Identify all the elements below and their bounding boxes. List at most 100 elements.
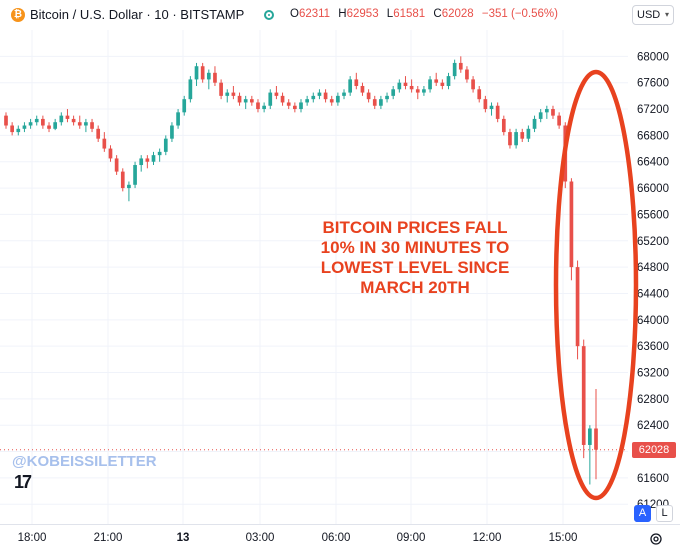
candle-body <box>501 118 506 133</box>
candle-body <box>483 99 488 110</box>
log-scale-button[interactable]: L <box>656 505 673 522</box>
time-axis[interactable] <box>0 524 680 554</box>
candle-body <box>403 82 408 86</box>
y-tick-label: 67600 <box>637 78 669 90</box>
candle-body <box>256 102 260 110</box>
time-tick-label: 13 <box>176 532 190 544</box>
candle-body <box>34 118 39 123</box>
y-tick-label: 64000 <box>637 315 669 327</box>
candle-body <box>508 132 512 146</box>
candle-body <box>53 122 58 129</box>
candle-body <box>293 105 297 110</box>
annotation-text: BITCOIN PRICES FALL 10% IN 30 MINUTES TO… <box>320 218 510 297</box>
candle-body <box>65 115 70 119</box>
candle-body <box>127 184 131 189</box>
candle-body <box>145 158 150 162</box>
time-tick-label: 03:00 <box>245 532 275 544</box>
candle-body <box>90 122 94 129</box>
y-tick-label: 67200 <box>637 104 669 116</box>
candle-body <box>182 99 187 113</box>
y-tick-label: 63600 <box>637 341 669 353</box>
candle-body <box>409 85 414 90</box>
candle-body <box>415 89 420 93</box>
currency-label: USD <box>637 9 661 21</box>
symbol-title[interactable]: Bitcoin / U.S. Dollar · 10 · BITSTAMP <box>30 7 245 22</box>
candle-body <box>194 66 199 80</box>
y-tick-label: 62800 <box>637 394 669 406</box>
candle-body <box>514 132 518 146</box>
candle-body <box>243 99 248 103</box>
candle-body <box>538 112 543 119</box>
candle-body <box>471 79 475 90</box>
close-key: C <box>433 8 442 20</box>
candle-body <box>120 171 125 189</box>
time-tick-label: 18:00 <box>17 532 47 544</box>
market-status-icon[interactable] <box>264 10 274 20</box>
candlestick-chart[interactable]: 6120061600620006240062800632006360064000… <box>0 30 680 524</box>
candle-body <box>268 92 273 106</box>
candle-body <box>594 428 598 450</box>
candle-body <box>237 95 242 103</box>
y-tick-label: 68000 <box>637 51 669 63</box>
candle-body <box>520 132 525 139</box>
candle-body <box>588 428 592 445</box>
candle-body <box>557 115 561 126</box>
candle-body <box>495 105 500 119</box>
highlight-ellipse <box>553 69 639 501</box>
candle-body <box>379 99 383 106</box>
candle-body <box>551 109 555 116</box>
y-tick-label: 65600 <box>637 209 669 221</box>
close-value: 62028 <box>441 8 474 20</box>
candle-body <box>77 122 82 126</box>
candle-body <box>477 89 482 100</box>
candle-body <box>569 181 574 268</box>
candle-body <box>10 125 14 133</box>
candle-body <box>465 69 469 80</box>
currency-select[interactable]: USD ▾ <box>632 5 674 25</box>
settings-gear-icon[interactable] <box>648 531 664 547</box>
candle-body <box>22 125 27 129</box>
chevron-down-icon: ▾ <box>664 10 669 19</box>
candle-body <box>4 115 8 126</box>
time-tick-label: 09:00 <box>396 532 426 544</box>
candle-body <box>280 95 285 103</box>
candle-body <box>348 79 353 93</box>
chart-area[interactable]: 6120061600620006240062800632006360064000… <box>0 30 680 524</box>
candle-body <box>360 85 365 93</box>
open-value: 62311 <box>298 8 331 20</box>
candle-body <box>213 72 217 83</box>
candle-body <box>47 125 51 129</box>
candle-body <box>41 118 45 126</box>
tradingview-logo[interactable]: 17 <box>14 472 32 492</box>
candle-body <box>305 99 309 103</box>
candle-body <box>323 92 328 100</box>
y-tick-label: 63200 <box>637 368 669 380</box>
open-key: O <box>290 8 299 20</box>
change-value: −351 (−0.56%) <box>481 8 558 20</box>
candle-body <box>489 105 494 110</box>
candle-body <box>84 122 88 126</box>
y-tick-label: 66800 <box>637 130 669 142</box>
candle-body <box>526 128 531 139</box>
candle-body <box>452 62 457 77</box>
ohlc-legend: O62311 H62953 L61581 C62028 −351 (−0.56%… <box>290 8 558 20</box>
candle-body <box>458 62 463 70</box>
time-tick-label: 21:00 <box>93 532 123 544</box>
y-tick-label: 64400 <box>637 288 669 300</box>
candle-body <box>391 89 396 96</box>
high-key: H <box>338 8 347 20</box>
candle-body <box>342 92 346 96</box>
candle-body <box>59 115 64 123</box>
y-tick-label: 64800 <box>637 262 669 274</box>
auto-scale-button[interactable]: A <box>634 505 651 522</box>
last-price-label: 62028 <box>632 441 676 458</box>
time-tick-label: 15:00 <box>548 532 578 544</box>
candle-body <box>206 72 211 80</box>
candle-body <box>274 92 279 96</box>
candle-body <box>225 92 230 96</box>
y-tick-label: 66000 <box>637 183 669 195</box>
y-tick-label: 66400 <box>637 157 669 169</box>
candle-body <box>299 102 303 110</box>
candle-body <box>163 138 168 152</box>
candle-body <box>157 151 162 156</box>
